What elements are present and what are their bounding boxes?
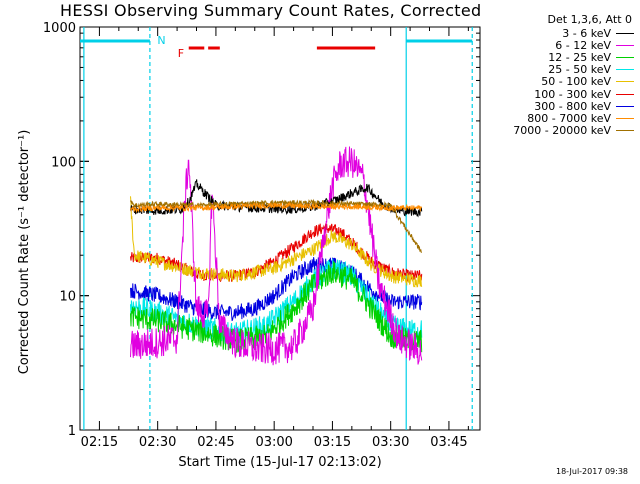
legend-swatch bbox=[616, 117, 634, 119]
legend-label: 50 - 100 keV bbox=[541, 75, 611, 89]
legend-item: 50 - 100 keV bbox=[484, 75, 636, 89]
legend-swatch bbox=[616, 81, 634, 83]
chart-title: HESSI Observing Summary Count Rates, Cor… bbox=[60, 1, 482, 20]
legend-label: 6 - 12 keV bbox=[555, 38, 611, 52]
y-axis-label-wrap: Corrected Count Rate (s⁻¹ detector⁻¹) bbox=[14, 0, 34, 480]
legend-label: 7000 - 20000 keV bbox=[513, 124, 611, 138]
legend-item: 800 - 7000 keV bbox=[484, 111, 636, 125]
plot-frame bbox=[79, 26, 481, 431]
x-tick-label: 02:15 bbox=[81, 435, 118, 450]
series-line bbox=[130, 146, 423, 366]
legend-item: 25 - 50 keV bbox=[484, 63, 636, 77]
series-line bbox=[130, 257, 423, 322]
x-tick-label: 03:30 bbox=[372, 435, 409, 450]
series-line bbox=[130, 261, 423, 353]
legend-title: Det 1,3,6, Att 0 bbox=[547, 13, 632, 26]
legend-label: 25 - 50 keV bbox=[548, 63, 611, 77]
y-tick-label: 100 bbox=[51, 155, 76, 170]
series-line bbox=[130, 196, 423, 288]
legend-item: 100 - 300 keV bbox=[484, 87, 636, 101]
legend-label: 300 - 800 keV bbox=[534, 99, 611, 113]
x-tick-label: 03:45 bbox=[430, 435, 467, 450]
y-tick-label: 10 bbox=[59, 290, 76, 305]
legend-swatch bbox=[616, 105, 634, 107]
y-tick-label: 1000 bbox=[43, 21, 76, 36]
legend-swatch bbox=[616, 130, 634, 132]
legend-swatch bbox=[616, 69, 634, 71]
legend-swatch bbox=[616, 56, 634, 58]
legend-swatch bbox=[616, 44, 634, 46]
legend-label: 100 - 300 keV bbox=[534, 87, 611, 101]
x-tick-label: 03:15 bbox=[314, 435, 351, 450]
series-line bbox=[130, 179, 423, 218]
x-axis-label: Start Time (15-Jul-17 02:13:02) bbox=[178, 455, 382, 470]
x-tick-label: 03:00 bbox=[255, 435, 292, 450]
y-axis-label: Corrected Count Rate (s⁻¹ detector⁻¹) bbox=[17, 130, 32, 375]
legend-label: 3 - 6 keV bbox=[562, 26, 611, 40]
legend-swatch bbox=[616, 32, 634, 34]
legend-label: 12 - 25 keV bbox=[548, 50, 611, 64]
legend-item: 12 - 25 keV bbox=[484, 50, 636, 64]
legend-swatch bbox=[616, 93, 634, 95]
legend-item: 6 - 12 keV bbox=[484, 38, 636, 52]
x-tick-label: 02:30 bbox=[139, 435, 176, 450]
timestamp: 18-Jul-2017 09:38 bbox=[556, 467, 629, 476]
annotation-label: N bbox=[157, 34, 165, 47]
legend-item: 3 - 6 keV bbox=[484, 26, 636, 40]
y-axis-label-svg: Corrected Count Rate (s⁻¹ detector⁻¹) bbox=[17, 130, 32, 375]
legend: Det 1,3,6, Att 0 3 - 6 keV 6 - 12 keV 12 -… bbox=[484, 12, 636, 137]
annotation-label: F bbox=[178, 47, 184, 60]
legend-label: 800 - 7000 keV bbox=[527, 111, 611, 125]
legend-item: 300 - 800 keV bbox=[484, 99, 636, 113]
y-tick-label: 1 bbox=[68, 424, 76, 439]
x-tick-label: 02:45 bbox=[197, 435, 234, 450]
legend-item: 7000 - 20000 keV bbox=[484, 124, 636, 138]
series-line bbox=[130, 201, 423, 213]
